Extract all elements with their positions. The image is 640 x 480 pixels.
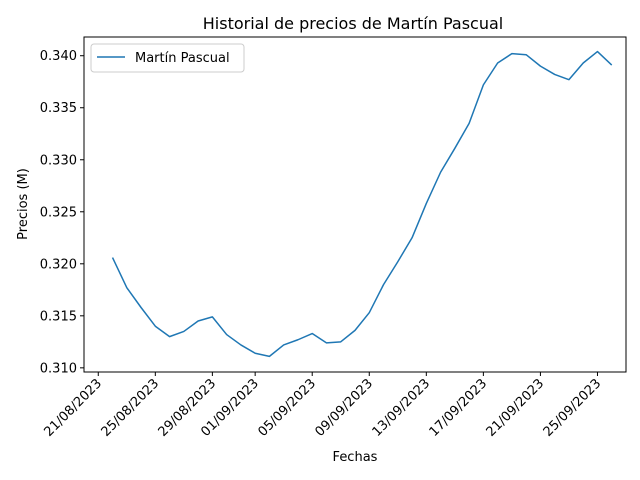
x-tick-label: 25/08/2023	[99, 376, 163, 440]
y-tick-label: 0.315	[40, 309, 77, 324]
y-tick-label: 0.310	[40, 361, 77, 376]
x-tick-label: 21/09/2023	[484, 376, 548, 440]
x-axis-ticks: 21/08/202325/08/202329/08/202301/09/2023…	[41, 372, 604, 440]
series-line-martin-pascual	[111, 50, 613, 358]
y-axis-label: Precios (M)	[16, 168, 31, 240]
legend-label: Martín Pascual	[135, 51, 230, 66]
y-tick-label: 0.325	[40, 205, 77, 220]
x-tick-label: 25/09/2023	[541, 376, 605, 440]
y-tick-label: 0.335	[40, 101, 77, 116]
chart-title: Historial de precios de Martín Pascual	[203, 14, 503, 33]
plot-area	[111, 50, 613, 358]
x-tick-label: 05/09/2023	[255, 376, 319, 440]
legend-box	[90, 43, 245, 73]
y-tick-label: 0.330	[40, 153, 77, 168]
plot-frame	[83, 36, 627, 373]
y-tick-label: 0.340	[40, 49, 77, 64]
x-axis-label: Fechas	[333, 450, 378, 465]
y-axis-ticks: 0.310 0.315 0.320 0.325 0.330 0.335 0.340	[40, 49, 84, 376]
x-tick-label: 13/09/2023	[370, 376, 434, 440]
x-tick-label: 09/09/2023	[312, 376, 376, 440]
x-tick-label: 17/09/2023	[427, 376, 491, 440]
x-tick-label: 21/08/2023	[41, 376, 105, 440]
legend: Martín Pascual	[90, 43, 245, 73]
y-tick-label: 0.320	[40, 257, 77, 272]
